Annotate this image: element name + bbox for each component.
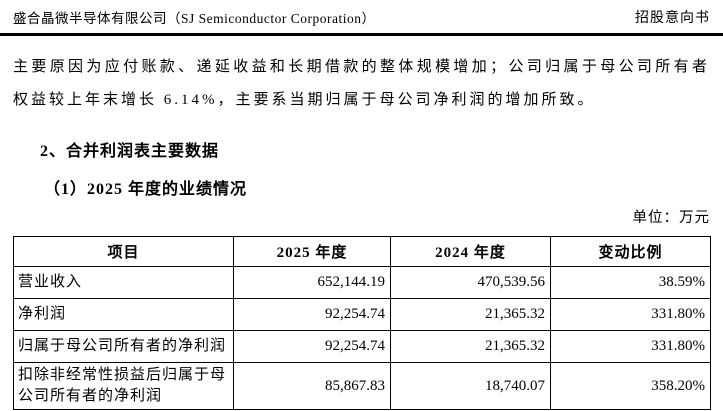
page-header: 盛合晶微半导体有限公司（SJ Semiconductor Corporation… <box>0 0 723 36</box>
row-value-2025: 92,254.74 <box>233 330 391 363</box>
row-value-change: 38.59% <box>550 266 711 299</box>
table-row-parent-net-profit: 归属于母公司所有者的净利润 92,254.74 21,365.32 331.80… <box>13 330 711 363</box>
row-item-label: 净利润 <box>13 298 234 331</box>
column-header-change: 变动比例 <box>550 236 711 267</box>
table-row-net-profit: 净利润 92,254.74 21,365.32 331.80% <box>13 298 711 331</box>
financial-results-table: 项目 2025 年度 2024 年度 变动比例 营业收入 652,144.19 … <box>13 236 711 410</box>
row-value-2025: 652,144.19 <box>233 266 391 299</box>
row-value-2025: 92,254.74 <box>233 298 391 331</box>
column-header-2024: 2024 年度 <box>390 236 551 267</box>
table-row-revenue: 营业收入 652,144.19 470,539.56 38.59% <box>13 266 711 299</box>
row-item-label: 扣除非经常性损益后归属于母公司所有者的净利润 <box>13 362 234 410</box>
row-value-2024: 18,740.07 <box>390 362 551 410</box>
row-value-2024: 21,365.32 <box>390 330 551 363</box>
row-value-2024: 470,539.56 <box>390 266 551 299</box>
body-paragraph: 主要原因为应付账款、递延收益和长期借款的整体规模增加；公司归属于母公司所有者权益… <box>13 59 710 108</box>
section-heading: 2、合并利润表主要数据 <box>40 143 220 160</box>
header-company-name: 盛合晶微半导体有限公司（SJ Semiconductor Corporation… <box>13 11 376 26</box>
row-value-change: 358.20% <box>550 362 711 410</box>
row-value-2024: 21,365.32 <box>390 298 551 331</box>
subsection-heading: （1）2025 年度的业绩情况 <box>44 181 248 198</box>
row-item-label: 归属于母公司所有者的净利润 <box>13 330 234 363</box>
column-header-2025: 2025 年度 <box>233 236 391 267</box>
table-row-deducted-net-profit: 扣除非经常性损益后归属于母公司所有者的净利润 85,867.83 18,740.… <box>13 362 711 410</box>
table-header-row: 项目 2025 年度 2024 年度 变动比例 <box>13 236 711 267</box>
unit-label: 单位：万元 <box>632 210 710 226</box>
header-doc-type: 招股意向书 <box>635 11 710 26</box>
column-header-item: 项目 <box>13 236 234 267</box>
row-item-label: 营业收入 <box>13 266 234 299</box>
row-value-2025: 85,867.83 <box>233 362 391 410</box>
row-value-change: 331.80% <box>550 330 711 363</box>
row-value-change: 331.80% <box>550 298 711 331</box>
